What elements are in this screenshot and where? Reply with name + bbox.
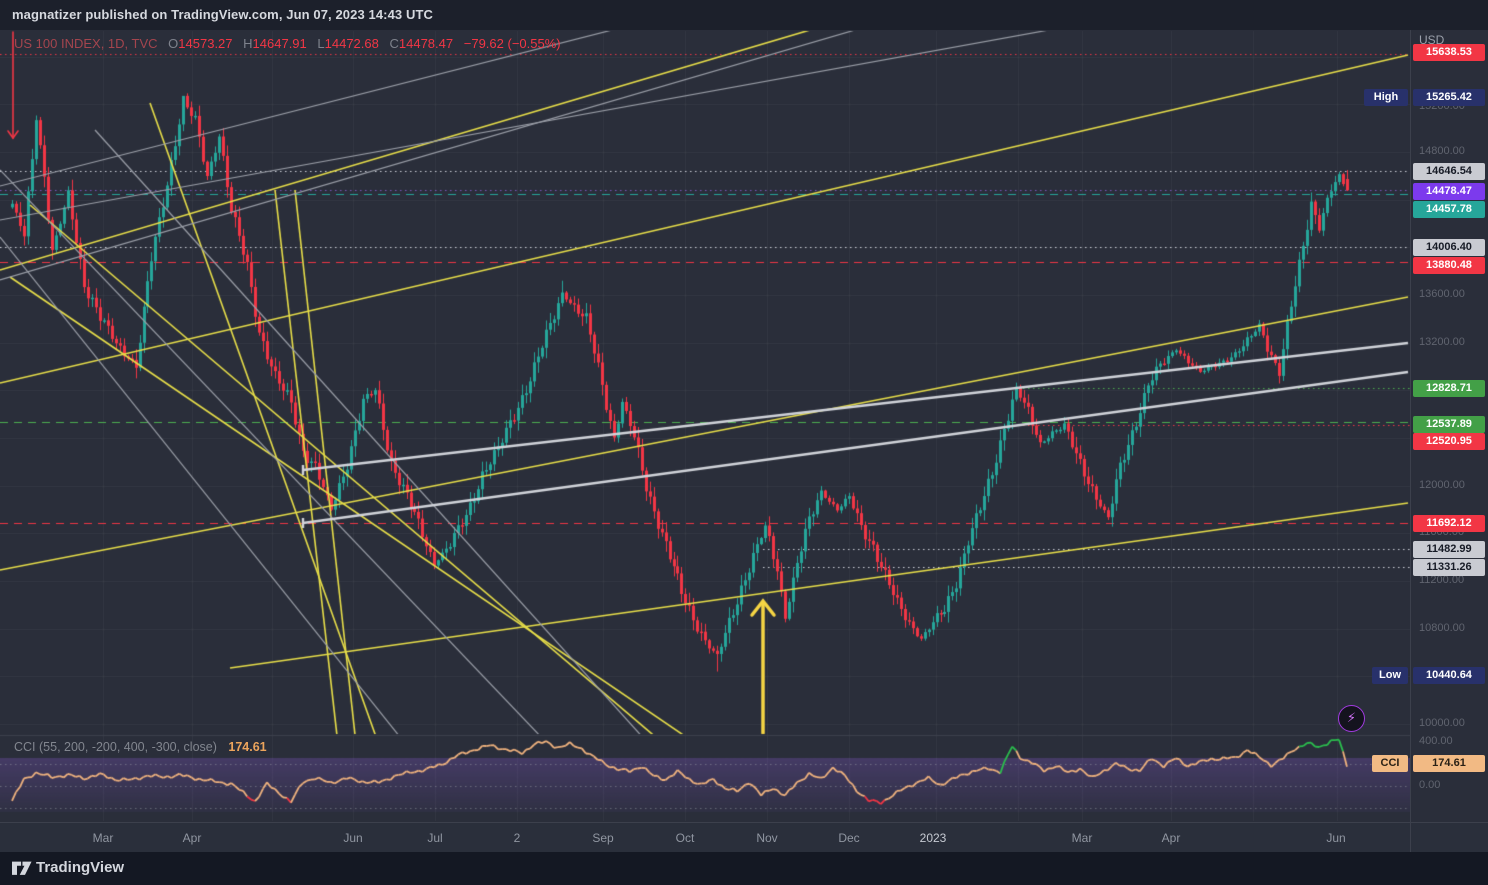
time-label-Dec: Dec	[838, 831, 860, 845]
time-label-Apr: Apr	[182, 831, 202, 845]
price-label-14646.54: 14646.54	[1413, 162, 1485, 180]
publish-info: magnatizer published on TradingView.com,…	[12, 7, 433, 22]
cci-title[interactable]: CCI (55, 200, -200, 400, -300, close)	[14, 740, 217, 754]
axis-gridline-label: 11200.00	[1419, 574, 1465, 586]
axis-gridline-label: 10800.00	[1419, 622, 1465, 634]
change-value: −79.62 (−0.55%)	[463, 36, 561, 51]
axis-gridline-label: 13200.00	[1419, 336, 1465, 348]
tradingview-brand[interactable]: TradingView	[36, 859, 125, 876]
time-label-2: 2	[513, 831, 521, 845]
publish-bar: magnatizer published on TradingView.com,…	[0, 0, 1488, 30]
price-tag-cci: CCI	[1372, 754, 1408, 772]
price-label-11482.99: 11482.99	[1413, 540, 1485, 558]
price-label-15265.42: 15265.42	[1413, 88, 1485, 106]
cci-legend[interactable]: CCI (55, 200, -200, 400, -300, close) 17…	[14, 740, 267, 754]
boost-lightning-icon[interactable]: ⚡	[1338, 705, 1365, 732]
price-axis[interactable]: 15200.00 14800.00 13600.00 13200.00 12000.00…	[1410, 30, 1488, 852]
time-label-2023: 2023	[919, 831, 947, 845]
price-label-12537.89: 12537.89	[1413, 415, 1485, 433]
time-label-Jun: Jun	[343, 831, 363, 845]
open-value: 14573.27	[178, 36, 233, 51]
price-label-12520.95: 12520.95	[1413, 432, 1485, 450]
close-value: 14478.47	[398, 36, 454, 51]
symbol-legend[interactable]: US 100 INDEX, 1D, TVC O14573.27 H14647.9…	[14, 36, 561, 51]
time-label-Apr: Apr	[1161, 831, 1181, 845]
high-label: H	[243, 36, 253, 51]
price-label-14006.40: 14006.40	[1413, 238, 1485, 256]
high-value: 14647.91	[252, 36, 307, 51]
price-label-10440.64: 10440.64	[1413, 666, 1485, 684]
axis-gridline-label: 400.00	[1419, 735, 1453, 747]
main-chart-canvas[interactable]	[0, 30, 1410, 852]
low-value: 14472.68	[324, 36, 379, 51]
price-label-14457.78: 14457.78	[1413, 200, 1485, 218]
time-label-Sep: Sep	[592, 831, 614, 845]
low-label: L	[317, 36, 325, 51]
time-label-Mar: Mar	[1071, 831, 1093, 845]
time-label-Mar: Mar	[92, 831, 114, 845]
time-label-Oct: Oct	[675, 831, 695, 845]
time-axis[interactable]: Mar Apr Jun Jul 2 Sep Oct Nov Dec 2023 Mar Apr Jun	[0, 822, 1488, 853]
price-label-11331.26: 11331.26	[1413, 558, 1485, 576]
price-tag-low: Low	[1372, 666, 1408, 684]
axis-gridline-label: 13600.00	[1419, 288, 1465, 300]
footer-bar: TradingView	[0, 852, 1488, 885]
time-label-Nov: Nov	[756, 831, 778, 845]
axis-gridline-label: 14800.00	[1419, 145, 1465, 157]
open-label: O	[168, 36, 179, 51]
time-label-Jun: Jun	[1326, 831, 1346, 845]
price-label-14478.47: 14478.47	[1413, 182, 1485, 200]
tradingview-logo-icon[interactable]	[12, 861, 32, 876]
cci-value: 174.61	[228, 740, 267, 754]
lightning-glyph: ⚡	[1346, 710, 1357, 725]
axis-gridline-label: 0.00	[1419, 779, 1441, 791]
axis-gridline-label: 10000.00	[1419, 717, 1465, 729]
time-label-Jul: Jul	[427, 831, 443, 845]
price-label-13880.48: 13880.48	[1413, 256, 1485, 274]
price-label-174.61: 174.61	[1413, 754, 1485, 772]
close-label: C	[389, 36, 399, 51]
symbol-title[interactable]: US 100 INDEX, 1D, TVC	[14, 36, 158, 51]
price-tag-high: High	[1364, 88, 1408, 106]
price-label-15638.53: 15638.53	[1413, 43, 1485, 61]
price-label-11692.12: 11692.12	[1413, 514, 1485, 532]
price-label-12828.71: 12828.71	[1413, 379, 1485, 397]
axis-gridline-label: 12000.00	[1419, 479, 1465, 491]
